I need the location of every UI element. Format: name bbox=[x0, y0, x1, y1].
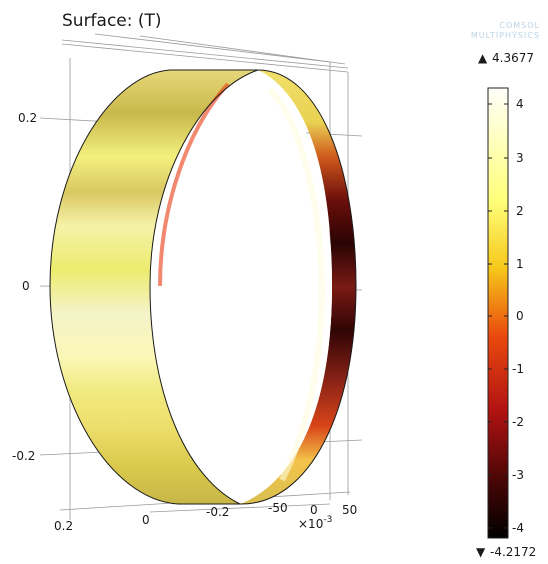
colorbar-tick-3: 3 bbox=[516, 151, 524, 165]
colorbar-tick-4: 4 bbox=[516, 97, 524, 111]
colorbar-tick-neg-2: -2 bbox=[512, 415, 524, 429]
colorbar-tick-neg-4: -4 bbox=[512, 521, 524, 535]
colorbar-min-marker: ▼ bbox=[476, 545, 486, 559]
x-tick-0: 0 bbox=[142, 513, 150, 527]
y-tick-neg-0-2: -0.2 bbox=[12, 449, 35, 463]
z-tick-neg-50: -50 bbox=[268, 501, 288, 515]
colorbar-max-marker: ▲ bbox=[478, 51, 488, 65]
z-multiplier: ×10-3 bbox=[298, 515, 332, 531]
plot-title: Surface: (T) bbox=[62, 11, 162, 31]
colorbar-gradient bbox=[487, 87, 509, 539]
colorbar-tick-1: 1 bbox=[516, 257, 524, 271]
y-tick-0-2: 0.2 bbox=[18, 111, 37, 125]
colorbar-tick-neg-1: -1 bbox=[512, 362, 524, 376]
colorbar: ▲ 4.3677 4 3 2 1 0 -1 -2 -3 -4 ▼ -4.2172 bbox=[476, 51, 536, 559]
colorbar-tick-2: 2 bbox=[516, 204, 524, 218]
z-tick-0: 0 bbox=[310, 503, 318, 517]
watermark-line2: MULTIPHYSICS bbox=[471, 31, 540, 40]
y-tick-0: 0 bbox=[22, 279, 30, 293]
ring-surface bbox=[49, 69, 357, 505]
watermark-line1: COMSOL bbox=[499, 21, 540, 30]
colorbar-max-label: 4.3677 bbox=[492, 51, 534, 65]
x-tick-0-2: 0.2 bbox=[54, 519, 73, 533]
colorbar-min-label: -4.2172 bbox=[490, 545, 536, 559]
z-tick-neg-0-2: -0.2 bbox=[206, 505, 229, 519]
colorbar-tick-0: 0 bbox=[516, 309, 524, 323]
colorbar-tick-neg-3: -3 bbox=[512, 468, 524, 482]
z-tick-50: 50 bbox=[342, 503, 357, 517]
